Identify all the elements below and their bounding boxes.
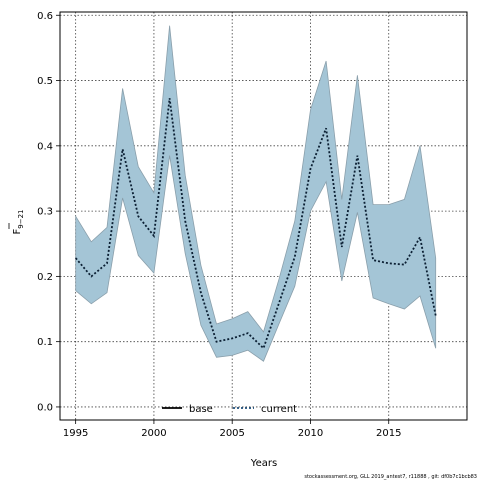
svg-text:F9−21: F9−21 — [12, 210, 25, 235]
tick-label-y-0.3: 0.3 — [37, 207, 53, 218]
legend-label-current: current — [261, 404, 297, 415]
tick-label-y-0.0: 0.0 — [37, 402, 53, 413]
tick-label-y-0.4: 0.4 — [37, 141, 53, 152]
axis-ticks: 1995 2000 2005 2010 2015 0.0 0.1 0.2 0.3 0.4 0.5 0.… — [37, 11, 401, 439]
tick-label-x-2000: 2000 — [141, 428, 166, 439]
tick-label-x-2015: 2015 — [376, 428, 401, 439]
x-axis-label: Years — [250, 458, 277, 469]
plot-frame — [59, 11, 468, 421]
tick-label-y-0.6: 0.6 — [37, 11, 53, 22]
tick-label-y-0.5: 0.5 — [37, 76, 53, 87]
tick-label-x-2010: 2010 — [298, 428, 323, 439]
y-axis-label-sub: 9−21 — [17, 210, 25, 229]
legend: base current — [162, 404, 297, 415]
footer-credit: stockassessment.org, GLL 2019_antest7, r… — [304, 474, 477, 480]
tick-label-y-0.1: 0.1 — [37, 337, 53, 348]
series-line-current — [75, 98, 437, 350]
tick-label-y-0.2: 0.2 — [37, 272, 53, 283]
legend-label-base: base — [189, 404, 213, 415]
confidence-band — [75, 25, 437, 362]
tick-label-x-1995: 1995 — [63, 428, 88, 439]
y-axis-label: F9−21 — [8, 210, 25, 235]
tick-label-x-2005: 2005 — [219, 428, 244, 439]
y-axis-label-main: F — [12, 229, 23, 235]
